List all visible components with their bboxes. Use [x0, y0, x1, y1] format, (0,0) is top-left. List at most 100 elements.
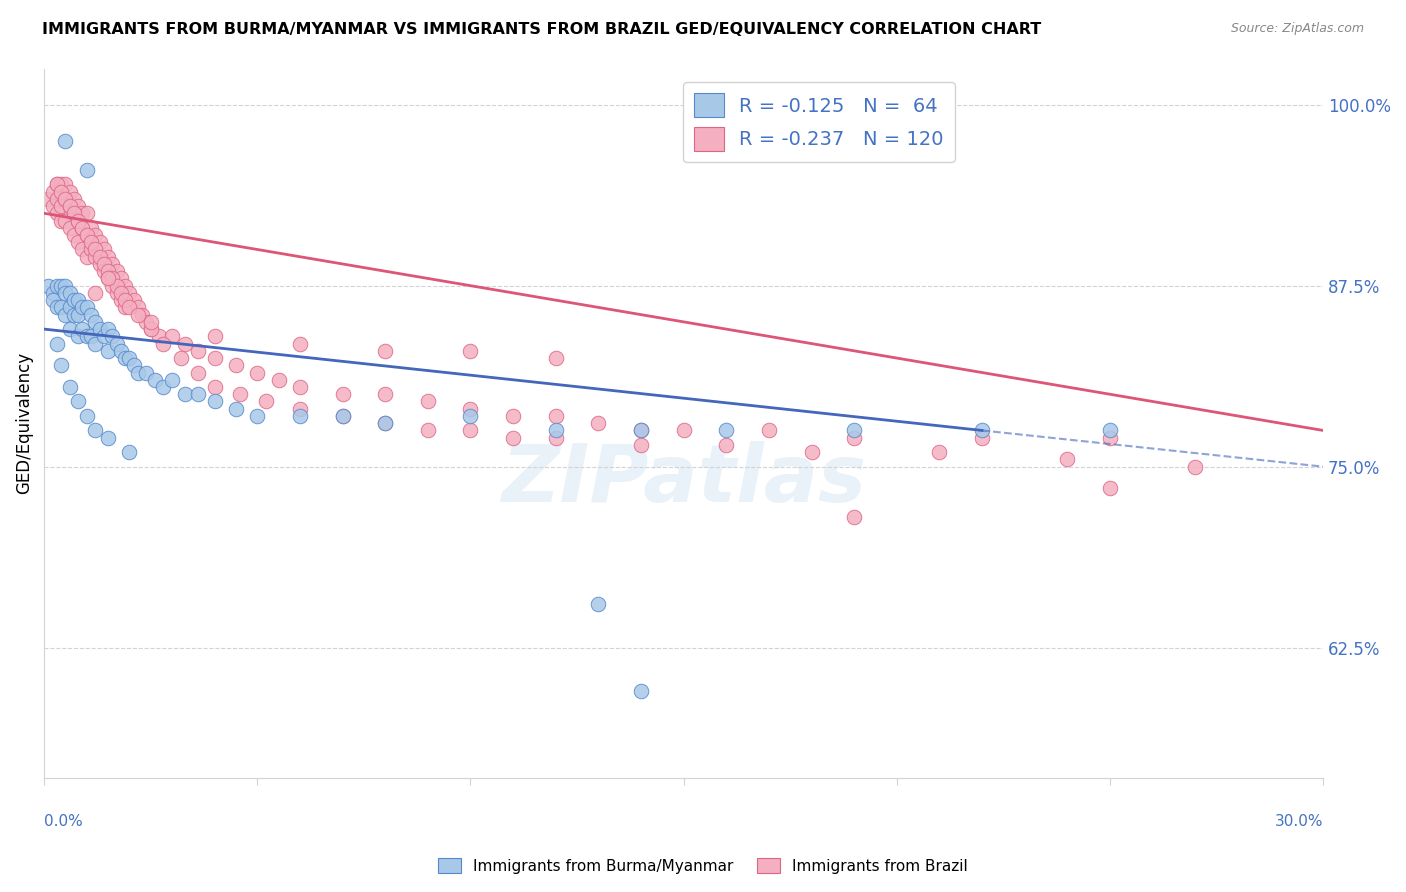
Point	[63, 192, 86, 206]
Point	[844, 431, 866, 445]
Point	[97, 250, 120, 264]
Point	[288, 336, 311, 351]
Point	[63, 293, 86, 307]
Point	[267, 373, 290, 387]
Point	[63, 206, 86, 220]
Point	[59, 322, 82, 336]
Point	[416, 424, 439, 438]
Point	[288, 380, 311, 394]
Point	[89, 257, 111, 271]
Point	[72, 301, 94, 315]
Point	[588, 416, 610, 430]
Point	[160, 373, 183, 387]
Point	[118, 351, 141, 365]
Text: IMMIGRANTS FROM BURMA/MYANMAR VS IMMIGRANTS FROM BRAZIL GED/EQUIVALENCY CORRELAT: IMMIGRANTS FROM BURMA/MYANMAR VS IMMIGRA…	[42, 22, 1042, 37]
Point	[716, 424, 738, 438]
Point	[84, 285, 107, 300]
Point	[105, 285, 128, 300]
Point	[51, 359, 73, 373]
Point	[246, 409, 269, 423]
Point	[460, 409, 482, 423]
Point	[374, 387, 396, 401]
Point	[93, 329, 115, 343]
Point	[89, 250, 111, 264]
Point	[630, 424, 652, 438]
Point	[45, 206, 67, 220]
Point	[288, 401, 311, 416]
Point	[131, 308, 153, 322]
Point	[41, 185, 63, 199]
Point	[37, 278, 59, 293]
Point	[67, 213, 90, 227]
Point	[63, 308, 86, 322]
Point	[110, 343, 132, 358]
Text: 30.0%: 30.0%	[1275, 814, 1323, 829]
Point	[229, 387, 252, 401]
Point	[55, 308, 77, 322]
Point	[84, 424, 107, 438]
Y-axis label: GED/Equivalency: GED/Equivalency	[15, 352, 32, 494]
Point	[41, 199, 63, 213]
Point	[51, 278, 73, 293]
Point	[143, 373, 166, 387]
Point	[105, 264, 128, 278]
Point	[460, 401, 482, 416]
Point	[139, 322, 162, 336]
Point	[76, 206, 98, 220]
Point	[135, 315, 157, 329]
Point	[45, 301, 67, 315]
Point	[97, 271, 120, 285]
Point	[67, 235, 90, 250]
Text: ZIPatlas: ZIPatlas	[501, 441, 866, 519]
Point	[127, 308, 149, 322]
Point	[76, 227, 98, 242]
Point	[204, 351, 226, 365]
Point	[55, 285, 77, 300]
Legend: Immigrants from Burma/Myanmar, Immigrants from Brazil: Immigrants from Burma/Myanmar, Immigrant…	[432, 852, 974, 880]
Point	[80, 329, 103, 343]
Point	[55, 213, 77, 227]
Point	[67, 213, 90, 227]
Point	[844, 424, 866, 438]
Point	[332, 409, 354, 423]
Point	[51, 185, 73, 199]
Point	[63, 206, 86, 220]
Point	[51, 213, 73, 227]
Point	[84, 336, 107, 351]
Point	[970, 431, 993, 445]
Point	[502, 431, 524, 445]
Point	[114, 293, 136, 307]
Point	[97, 322, 120, 336]
Point	[800, 445, 823, 459]
Text: 0.0%: 0.0%	[44, 814, 83, 829]
Point	[67, 199, 90, 213]
Point	[672, 424, 695, 438]
Point	[67, 329, 90, 343]
Point	[84, 250, 107, 264]
Point	[544, 431, 567, 445]
Point	[1098, 424, 1121, 438]
Point	[254, 394, 277, 409]
Point	[76, 227, 98, 242]
Point	[460, 343, 482, 358]
Point	[204, 380, 226, 394]
Point	[630, 438, 652, 452]
Point	[84, 315, 107, 329]
Point	[246, 366, 269, 380]
Point	[59, 380, 82, 394]
Point	[127, 366, 149, 380]
Point	[59, 285, 82, 300]
Point	[416, 394, 439, 409]
Point	[101, 271, 124, 285]
Point	[72, 220, 94, 235]
Point	[970, 424, 993, 438]
Point	[76, 301, 98, 315]
Point	[80, 220, 103, 235]
Point	[51, 199, 73, 213]
Point	[45, 178, 67, 192]
Point	[1098, 431, 1121, 445]
Point	[288, 409, 311, 423]
Point	[122, 359, 145, 373]
Point	[51, 178, 73, 192]
Point	[89, 235, 111, 250]
